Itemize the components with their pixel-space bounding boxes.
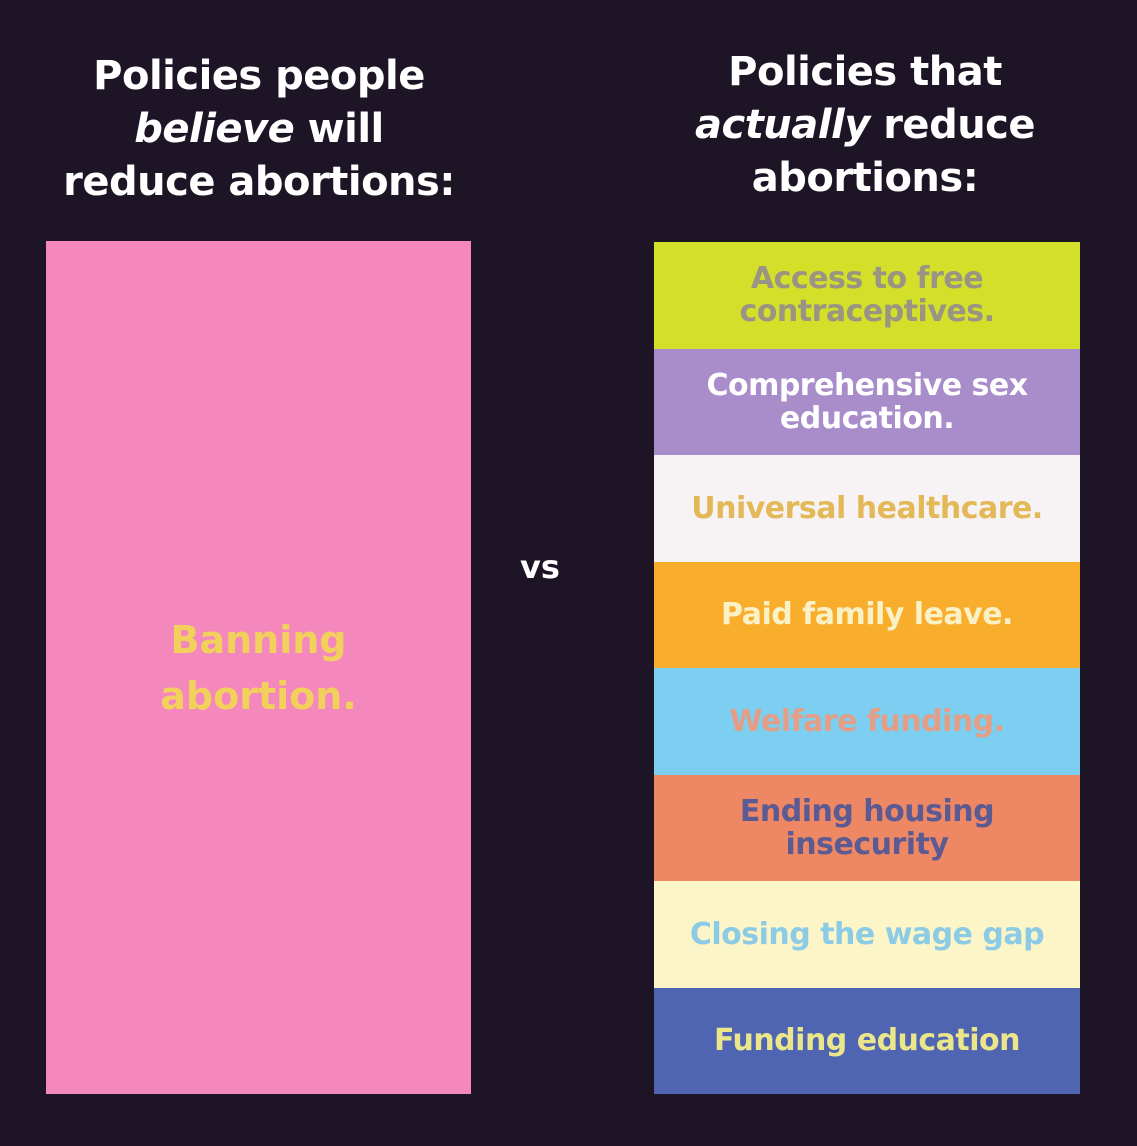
- right-heading-emphasis: actually: [694, 102, 870, 148]
- policy-label: Access to free contraceptives.: [739, 261, 995, 330]
- left-heading-rest: will: [294, 106, 385, 152]
- policy-band: Ending housing insecurity: [654, 774, 1080, 881]
- policy-label: Ending housing insecurity: [739, 793, 995, 862]
- policy-label: Funding education: [713, 1023, 1021, 1059]
- left-heading: Policies people believe will reduce abor…: [20, 50, 498, 209]
- policy-band: Universal healthcare.: [654, 455, 1080, 562]
- policy-label: Comprehensive sex education.: [706, 367, 1028, 436]
- policy-band: Comprehensive sex education.: [654, 348, 1080, 455]
- banning-abortion-box: Banning abortion.: [46, 241, 471, 1094]
- policy-label: Paid family leave.: [721, 597, 1013, 633]
- right-heading-rest: reduce: [869, 102, 1036, 148]
- policy-band: Access to free contraceptives.: [654, 242, 1080, 349]
- policy-label: Welfare funding.: [729, 703, 1005, 739]
- policy-band: Welfare funding.: [654, 668, 1080, 775]
- right-heading-line1: Policies that: [728, 49, 1002, 95]
- policy-stack: Access to free contraceptives. Comprehen…: [654, 242, 1080, 1094]
- left-heading-emphasis: believe: [134, 106, 295, 152]
- right-heading: Policies that actually reduce abortions:: [620, 46, 1110, 205]
- vs-label: vs: [520, 548, 560, 586]
- banning-abortion-label: Banning abortion.: [160, 617, 357, 718]
- policy-label: Closing the wage gap: [689, 916, 1045, 952]
- policy-band: Funding education: [654, 987, 1080, 1094]
- right-heading-line3: abortions:: [751, 155, 979, 201]
- policy-label: Universal healthcare.: [691, 490, 1043, 526]
- policy-band: Paid family leave.: [654, 561, 1080, 668]
- left-heading-line1: Policies people: [93, 53, 425, 99]
- left-heading-line3: reduce abortions:: [63, 159, 455, 205]
- policy-band: Closing the wage gap: [654, 881, 1080, 988]
